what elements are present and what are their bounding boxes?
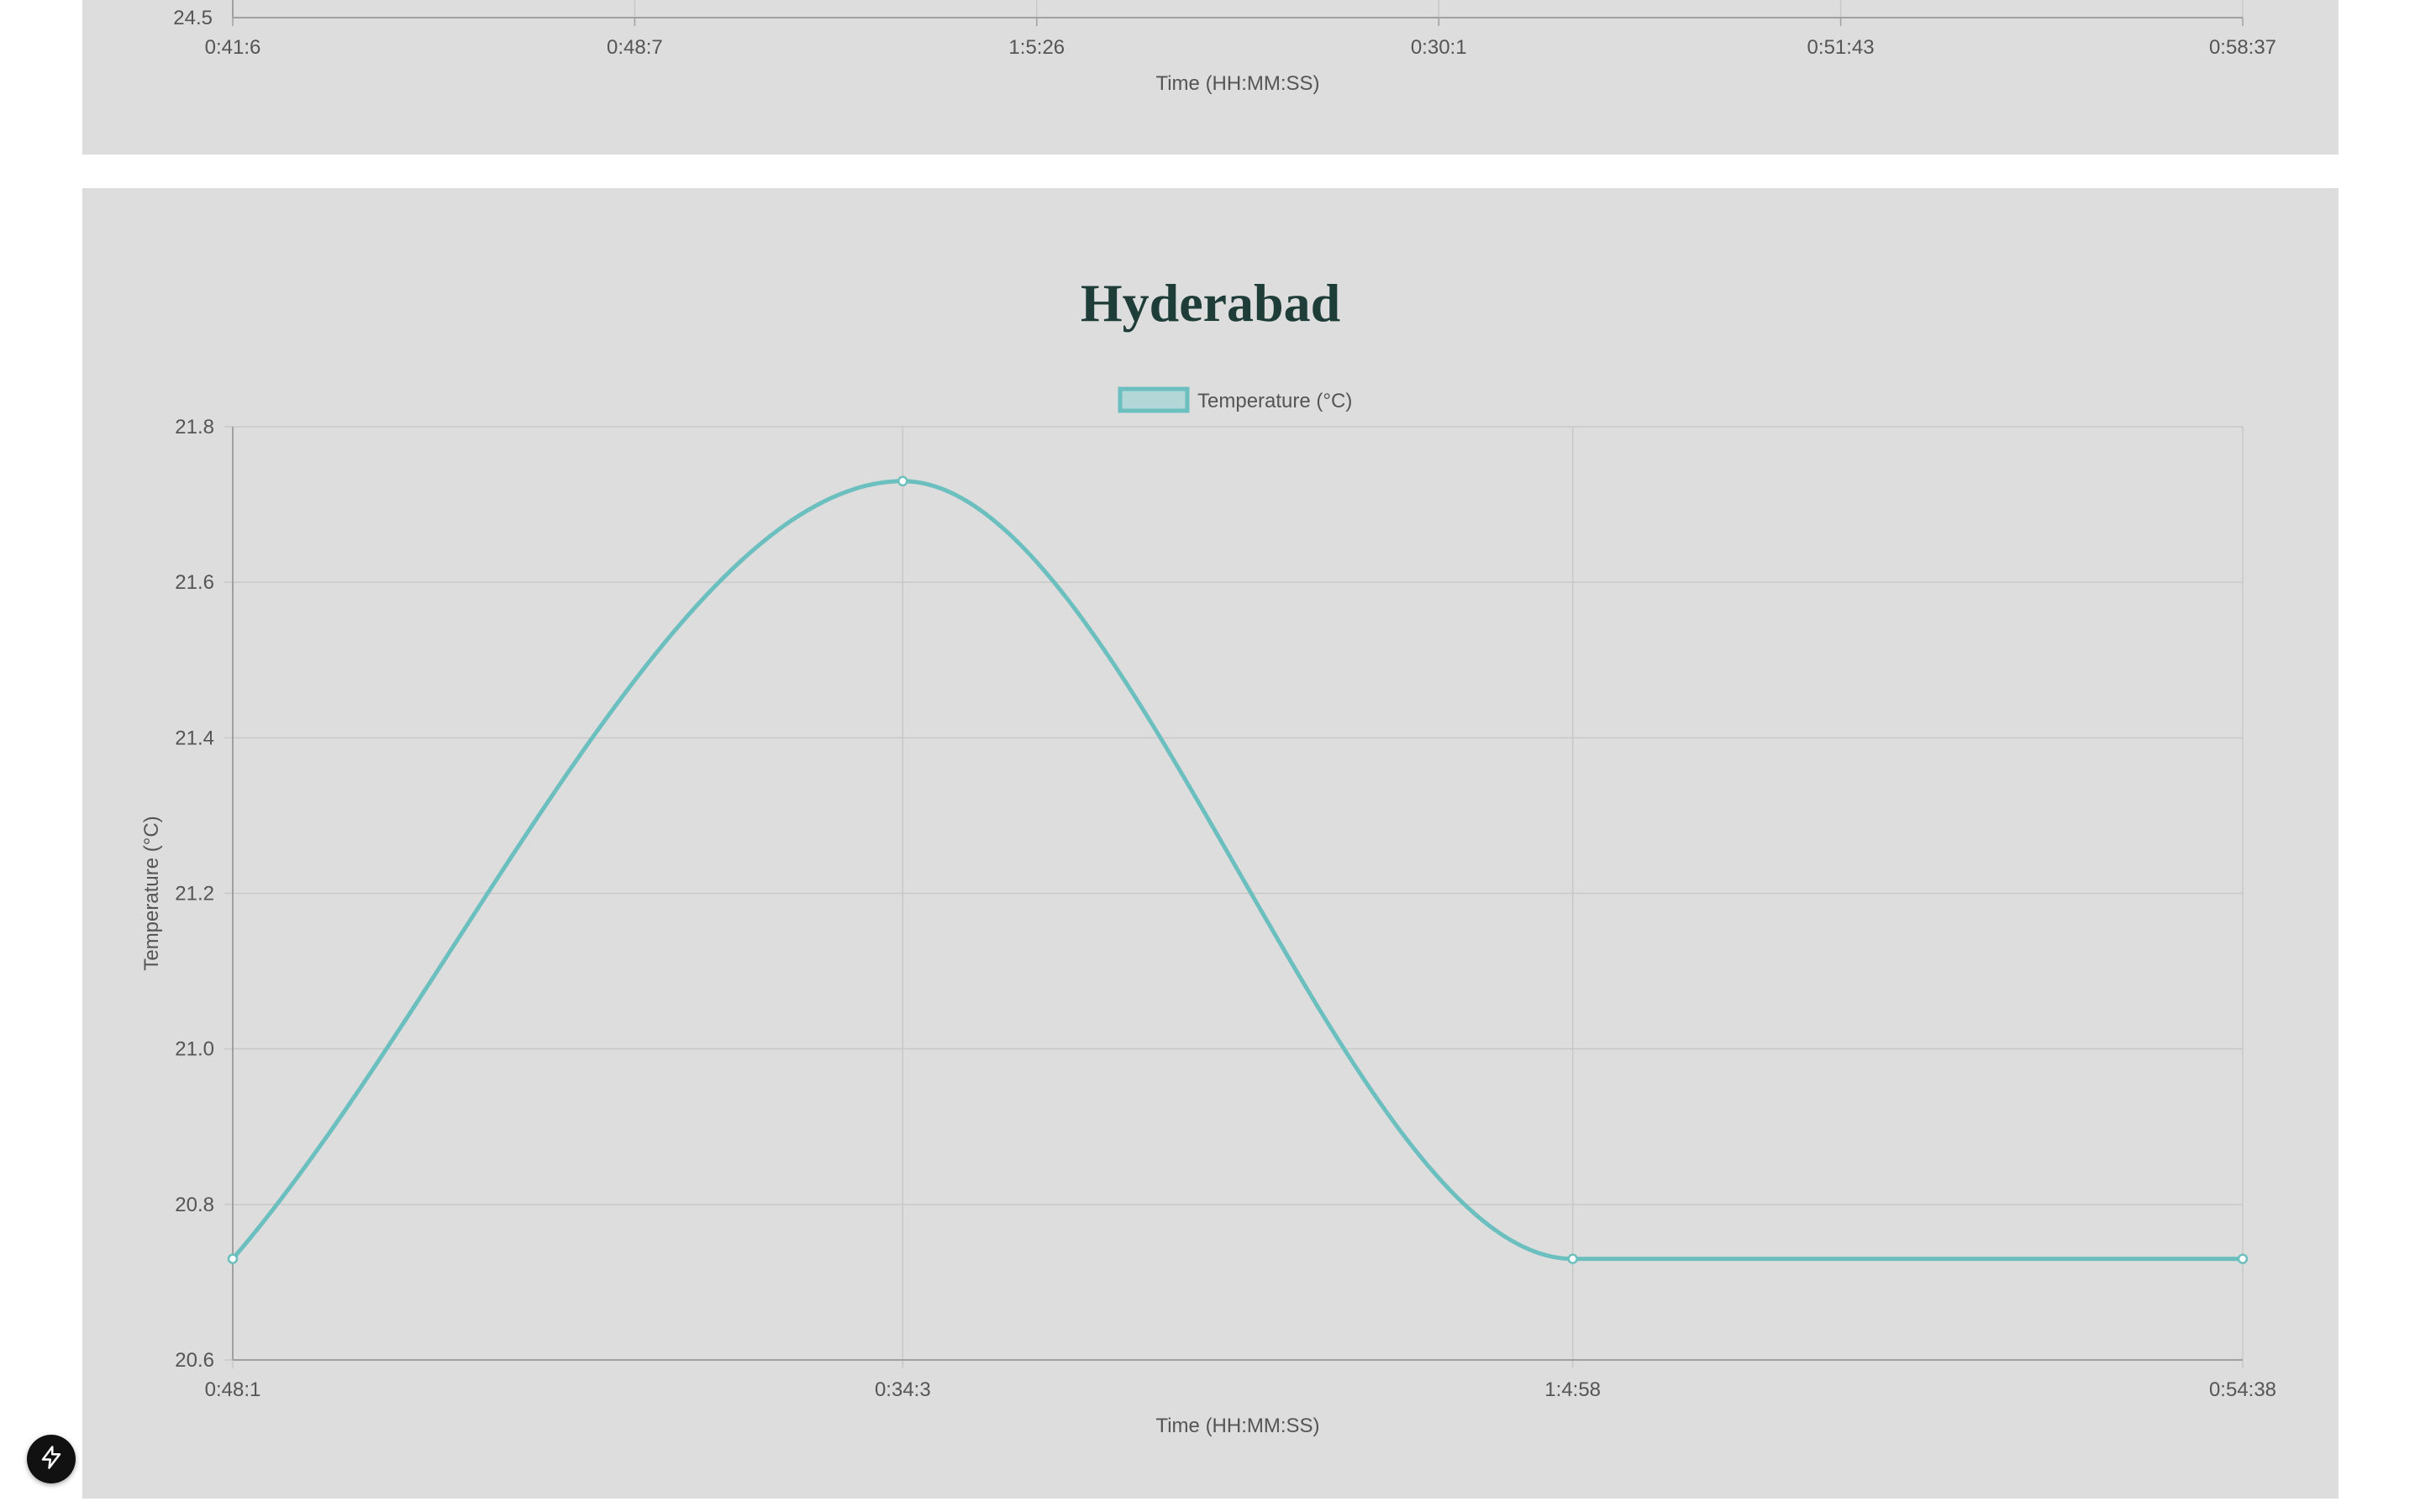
x-tick-label: 0:54:38 [2209, 1378, 2276, 1401]
x-tick-label: 0:34:3 [875, 1378, 931, 1401]
chart-card-hyderabad: Hyderabad 21.8 21.6 21.4 21.2 21.0 20.8 20.6 0:… [82, 188, 2338, 1499]
x-tick-label: 1:4:58 [1544, 1378, 1601, 1401]
data-point [897, 475, 908, 487]
y-tick-label: 21.0 [175, 1038, 214, 1061]
legend-swatch [1118, 386, 1190, 413]
x-tick-label: 0:48:7 [607, 36, 663, 59]
top-chart-svg: 0:41:6 0:48:7 1:5:26 0:30:1 0:51:43 0:58:37 24… [173, 0, 2276, 95]
hyderabad-chart-svg: 21.8 21.6 21.4 21.2 21.0 20.8 20.6 0:48:1 0:34:3… [140, 386, 2276, 1437]
y-tick-label: 24.5 [173, 7, 213, 29]
data-point [2237, 1253, 2249, 1264]
series-line [231, 479, 2243, 1262]
chart-card-top: 0:41:6 0:48:7 1:5:26 0:30:1 0:51:43 0:58:37 24… [82, 0, 2338, 155]
y-tick-label: 21.8 [175, 416, 214, 438]
data-point [227, 1253, 239, 1264]
legend: Temperature (°C) [1118, 386, 1352, 413]
x-tick-label: 0:58:37 [2209, 36, 2276, 59]
x-tick-label: 0:30:1 [1411, 36, 1467, 59]
x-tick-label: 0:51:43 [1807, 36, 1875, 59]
y-tick-label: 20.8 [175, 1194, 214, 1216]
y-tick-label: 21.6 [175, 571, 214, 594]
legend-label: Temperature (°C) [1197, 390, 1352, 412]
x-tick-label: 1:5:26 [1008, 36, 1065, 59]
x-tick-label: 0:48:1 [205, 1378, 261, 1401]
chart-title: Hyderabad [1080, 273, 1341, 333]
y-axis-label: Temperature (°C) [140, 816, 163, 970]
bolt-button[interactable] [27, 1435, 76, 1483]
data-point [1567, 1253, 1578, 1264]
y-tick-label: 21.4 [175, 727, 214, 749]
x-axis-label: Time (HH:MM:SS) [1155, 1415, 1319, 1437]
bolt-icon [39, 1445, 64, 1474]
x-axis-label: Time (HH:MM:SS) [1155, 72, 1319, 95]
y-tick-label: 20.6 [175, 1349, 214, 1372]
x-tick-label: 0:41:6 [205, 36, 261, 59]
y-tick-label: 21.2 [175, 883, 214, 906]
